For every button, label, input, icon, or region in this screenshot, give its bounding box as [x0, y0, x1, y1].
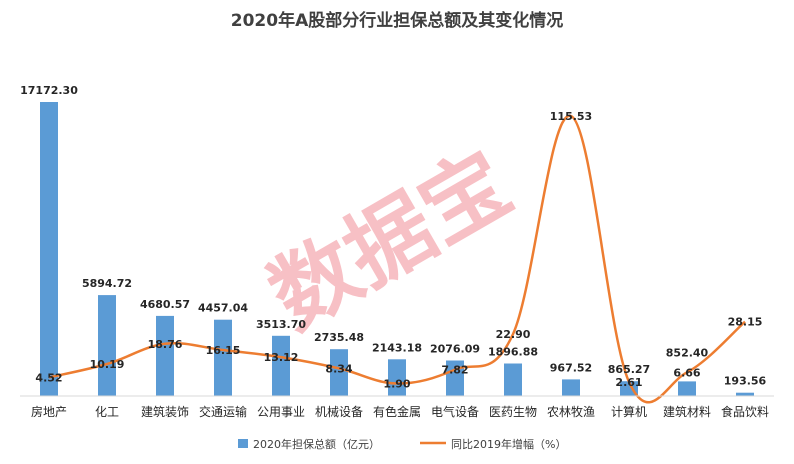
bar-label-2: 5894.72: [82, 277, 132, 290]
bar-3: [156, 315, 174, 396]
category-label-12: 建筑材料: [663, 404, 711, 419]
category-label-9: 医药生物: [489, 405, 537, 419]
bar-label-5: 3513.70: [256, 318, 306, 331]
bar-label-8: 2076.09: [430, 343, 480, 356]
category-label-1: 房地产: [31, 404, 67, 419]
bar-label-3: 4680.57: [140, 298, 190, 311]
bar-label-4: 4457.04: [198, 302, 248, 315]
watermark: 数据宝: [254, 133, 527, 349]
line-label-5: 13.12: [264, 351, 299, 364]
line-label-11: 2.61: [615, 376, 642, 389]
chart-title: 2020年A股部分行业担保总额及其变化情况: [231, 10, 563, 31]
line-label-10: 115.53: [550, 110, 592, 123]
line-data-labels: 4.52 10.19 18.76 16.15 13.12 8.34 1.90 7.82 22.9…: [35, 110, 762, 391]
line-label-9: 22.90: [496, 328, 531, 341]
category-label-10: 农林牧渔: [547, 405, 595, 419]
bar-label-12: 852.40: [666, 346, 709, 359]
bar-6: [330, 349, 348, 396]
bar-13: [736, 392, 754, 396]
bar-label-13: 193.56: [724, 375, 767, 388]
bar-label-10: 967.52: [550, 361, 592, 374]
category-label-7: 有色金属: [373, 404, 421, 419]
line-label-4: 16.15: [206, 344, 241, 357]
category-labels: 房地产 化工 建筑装饰 交通运输 公用事业 机械设备 有色金属 电气设备 医药生物 农林牧渔 计算机…: [31, 404, 769, 419]
bar-2: [98, 295, 116, 396]
line-label-7: 1.90: [383, 378, 410, 391]
category-label-13: 食品饮料: [721, 404, 769, 419]
bar-label-6: 2735.48: [314, 331, 364, 344]
legend: 2020年担保总额（亿元） 同比2019年增幅（%）: [238, 437, 566, 451]
category-label-6: 机械设备: [315, 404, 363, 419]
category-label-11: 计算机: [611, 404, 647, 419]
line-path: [48, 114, 746, 404]
bar-7: [388, 359, 406, 396]
bar-data-labels: 17172.30 5894.72 4680.57 4457.04 3513.70 2735…: [20, 84, 766, 388]
line-label-2: 10.19: [90, 358, 125, 371]
legend-bar-swatch: [238, 439, 248, 448]
category-label-2: 化工: [95, 405, 119, 419]
line-label-8: 7.82: [441, 364, 468, 377]
bar-9: [504, 363, 522, 396]
legend-bar-label: 2020年担保总额（亿元）: [253, 437, 380, 451]
category-label-5: 公用事业: [257, 405, 305, 419]
category-label-8: 电气设备: [431, 404, 479, 419]
line-label-3: 18.76: [148, 338, 183, 351]
bar-5: [272, 335, 290, 396]
line-label-1: 4.52: [35, 371, 62, 384]
bar-label-11: 865.27: [608, 363, 650, 376]
legend-line-label: 同比2019年增幅（%）: [451, 437, 566, 451]
bar-label-9: 1896.88: [488, 346, 538, 359]
line-label-12: 6.66: [673, 366, 700, 379]
line-label-13: 28.15: [728, 316, 763, 329]
bar-10: [562, 379, 580, 396]
category-label-3: 建筑装饰: [141, 404, 189, 419]
bar-label-7: 2143.18: [372, 341, 422, 354]
line-series: [48, 114, 746, 404]
bar-4: [214, 319, 232, 396]
line-label-6: 8.34: [325, 362, 352, 375]
category-label-4: 交通运输: [199, 404, 247, 419]
watermark-text: 数据宝: [254, 133, 527, 349]
bar-label-1: 17172.30: [20, 84, 78, 97]
bar-12: [678, 381, 696, 396]
bar-1: [40, 102, 58, 396]
